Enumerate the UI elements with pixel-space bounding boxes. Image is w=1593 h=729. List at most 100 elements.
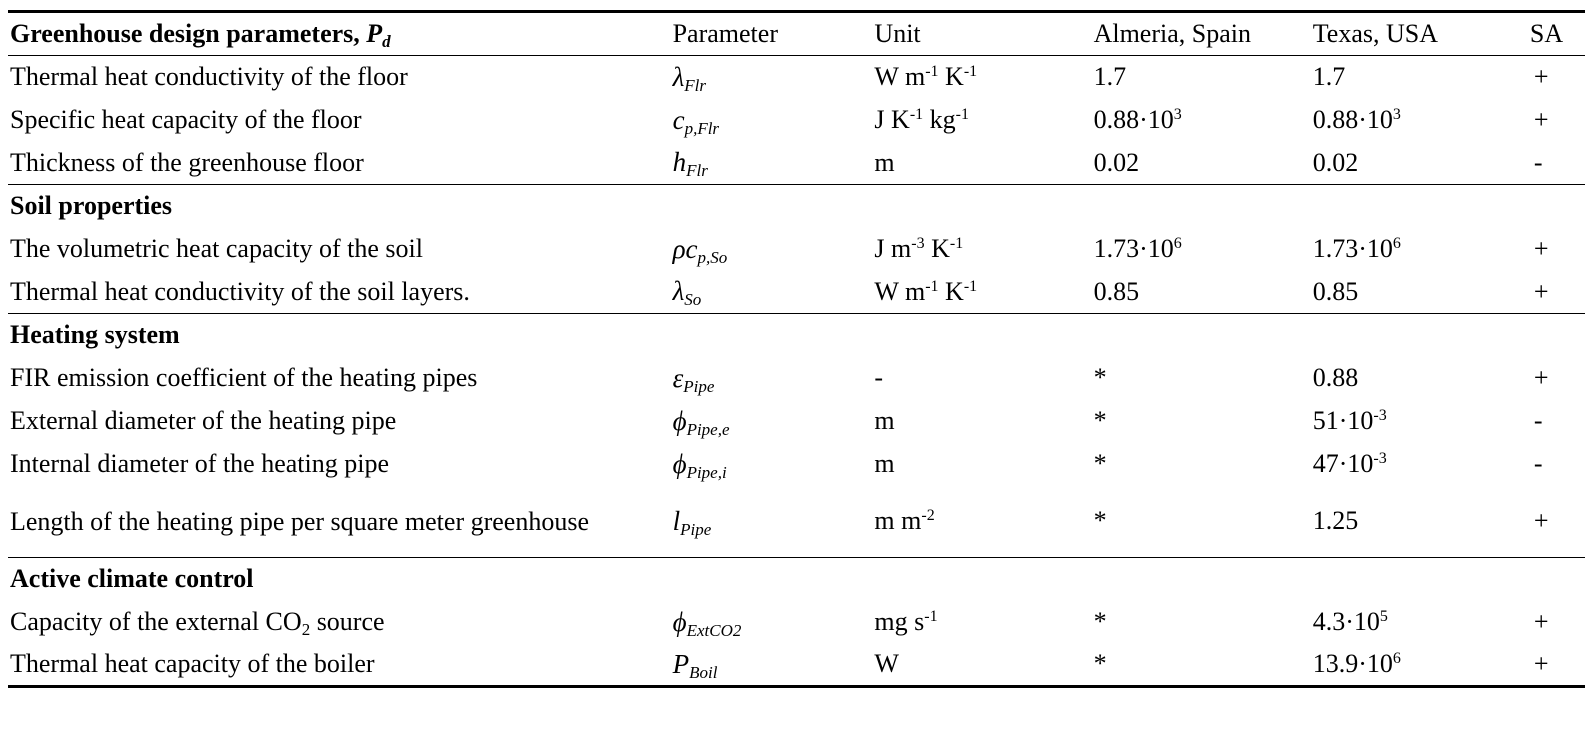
row-label: The volumetric heat capacity of the soil: [10, 234, 423, 263]
row-almeria: *: [1093, 406, 1107, 435]
section-row-climate: Active climate control: [8, 557, 1585, 601]
value-sup: 6: [1392, 235, 1401, 252]
label-part: source: [310, 607, 385, 636]
row-texas: 51·10-3: [1311, 400, 1528, 443]
row-symbol: εPipe: [671, 357, 873, 400]
symbol-base: c: [672, 104, 685, 135]
value-base: 47·10: [1312, 449, 1374, 478]
row-texas: 47·10-3: [1311, 443, 1528, 486]
row-symbol: ϕPipe,i: [671, 443, 873, 486]
row-unit: mg s-1: [872, 601, 1091, 644]
unit-part: kg: [923, 105, 956, 134]
row-texas: 0.02: [1312, 147, 1359, 177]
row-sa: +: [1533, 363, 1549, 392]
unit-part: J K: [874, 105, 910, 134]
table-row: Internal diameter of the heating pipe ϕP…: [8, 443, 1585, 486]
symbol-sub: Pipe: [680, 519, 712, 539]
value-base: 4.3·10: [1312, 607, 1380, 636]
section-title: Heating system: [8, 313, 1585, 357]
symbol-sub: So: [684, 290, 702, 310]
row-almeria: 0.88·103: [1092, 99, 1311, 142]
row-unit: m: [874, 449, 895, 478]
row-unit: m: [874, 406, 895, 435]
row-label: Capacity of the external CO2 source: [8, 601, 671, 644]
value-sup: 3: [1392, 106, 1401, 123]
header-group-symbol-sub: d: [382, 32, 391, 51]
table-header-row: Greenhouse design parameters, Pd Paramet…: [8, 10, 1585, 56]
value-sup: -3: [1373, 407, 1387, 424]
value-sup: 3: [1173, 106, 1182, 123]
row-unit: W: [872, 643, 1092, 688]
row-texas: 4.3·105: [1311, 601, 1528, 644]
row-sa: +: [1533, 276, 1549, 306]
table-row: Thickness of the greenhouse floor hFlr m…: [8, 142, 1585, 185]
row-symbol: ρcp,So: [671, 228, 873, 271]
row-texas: 0.85: [1312, 276, 1359, 306]
unit-sup: -1: [924, 608, 938, 625]
row-label: Thickness of the greenhouse floor: [10, 147, 364, 177]
value-sup: -3: [1373, 450, 1387, 467]
unit-part: K: [924, 234, 950, 263]
symbol-sub: Pipe: [683, 376, 715, 396]
value-sup: 5: [1379, 608, 1388, 625]
row-texas: 1.7: [1312, 62, 1346, 92]
symbol-sub: Flr: [686, 161, 708, 181]
unit-sup: -1: [963, 63, 978, 81]
table-row: Capacity of the external CO2 source ϕExt…: [8, 601, 1585, 644]
unit-sup: -3: [911, 235, 925, 252]
unit-part: W m: [874, 276, 926, 306]
unit-sup: -1: [909, 106, 924, 123]
symbol-base: ϕ: [672, 606, 687, 637]
row-unit: W m-1 K-1: [872, 56, 1091, 99]
symbol-base: ϕ: [672, 405, 687, 436]
section-title: Soil properties: [8, 184, 1585, 228]
row-unit: m m-2: [872, 486, 1091, 558]
row-texas: 13.9·106: [1310, 643, 1528, 688]
row-sa: -: [1533, 449, 1543, 478]
row-symbol: λFlr: [671, 56, 873, 99]
symbol-base: l: [672, 505, 681, 536]
row-almeria: *: [1091, 643, 1311, 688]
unit-part: mg s: [874, 607, 925, 636]
symbol-base: P: [672, 648, 690, 679]
row-almeria: 0.85: [1093, 276, 1140, 306]
row-sa: +: [1533, 607, 1549, 636]
parameters-table: Greenhouse design parameters, Pd Paramet…: [8, 10, 1585, 688]
row-symbol: lPipe: [671, 486, 873, 558]
unit-sup: -1: [925, 63, 939, 81]
value-base: 0.88·10: [1093, 105, 1174, 134]
header-unit: Unit: [872, 10, 1092, 56]
row-label: FIR emission coefficient of the heating …: [10, 363, 478, 392]
row-unit: J m-3 K-1: [872, 228, 1091, 271]
header-texas: Texas, USA: [1310, 10, 1528, 56]
symbol-base: λ: [672, 61, 685, 92]
row-symbol: cp,Flr: [671, 99, 873, 142]
header-almeria: Almeria, Spain: [1091, 10, 1311, 56]
row-sa: +: [1533, 62, 1549, 92]
row-symbol: ϕPipe,e: [671, 400, 873, 443]
row-sa: -: [1533, 406, 1543, 435]
unit-part: K: [938, 62, 964, 92]
row-almeria: *: [1093, 506, 1107, 536]
value-base: 51·10: [1312, 406, 1374, 435]
row-unit: W m-1 K-1: [872, 271, 1091, 314]
symbol-sub: p,So: [697, 247, 728, 267]
symbol-sub: Pipe,e: [686, 419, 730, 439]
row-almeria: 1.7: [1093, 62, 1127, 92]
symbol-base: ϕ: [672, 448, 687, 479]
table-row: The volumetric heat capacity of the soil…: [8, 228, 1585, 271]
value-sup: 6: [1173, 235, 1182, 252]
symbol-sub: p,Flr: [684, 118, 720, 138]
unit-part: m m: [874, 506, 922, 536]
row-almeria: *: [1093, 449, 1107, 478]
unit-sup: -1: [949, 235, 964, 252]
header-group-title: Greenhouse design parameters, Pd: [8, 10, 671, 56]
row-almeria: *: [1093, 363, 1107, 392]
section-title: Active climate control: [8, 557, 1585, 601]
value-base: 13.9·10: [1312, 649, 1393, 679]
unit-sup: -1: [955, 106, 969, 123]
symbol-sub: ExtCO2: [686, 620, 742, 640]
table-row: Specific heat capacity of the floor cp,F…: [8, 99, 1585, 142]
section-row-soil: Soil properties: [8, 184, 1585, 228]
